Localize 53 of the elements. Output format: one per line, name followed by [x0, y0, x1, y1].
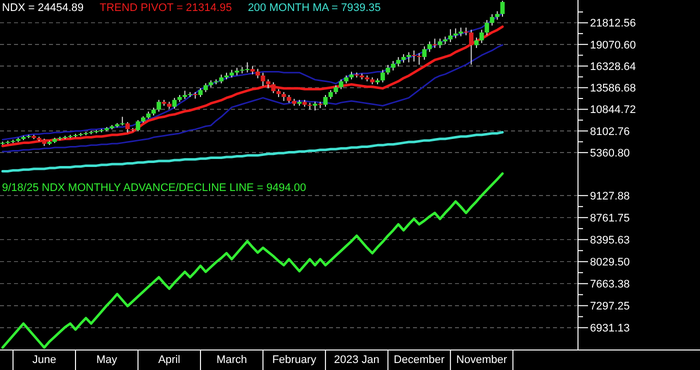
line-series	[2, 44, 504, 152]
text: TREND PIVOT = 21314.95	[100, 2, 232, 14]
candlestick	[390, 60, 396, 71]
x-tick-label: June	[32, 354, 56, 366]
candlestick	[271, 82, 276, 94]
x-tick-label: February	[272, 354, 317, 366]
candlestick	[323, 94, 328, 108]
text: 9/18/25 NDX MONTHLY ADVANCE/DECLINE LINE = 9494.00	[2, 182, 306, 194]
y-tick-label: 8102.76	[590, 126, 630, 138]
candlestick	[469, 29, 474, 66]
y-tick-label: 8029.50	[590, 256, 630, 268]
candlestick	[406, 52, 411, 63]
chart-title: NDX = 24454.89	[2, 2, 84, 14]
y-tick-label: 6931.13	[590, 322, 630, 335]
candlestick	[338, 78, 344, 90]
y-tick-label: 16328.64	[590, 60, 636, 73]
candlestick	[156, 99, 162, 112]
candlestick	[500, 0, 505, 18]
y-tick-label: 10844.72	[590, 104, 636, 116]
x-tick-label: April	[158, 354, 180, 366]
y-tick-label: 19070.60	[590, 39, 636, 52]
x-tick-label: May	[96, 354, 118, 366]
y-tick-label: 13586.68	[590, 82, 636, 95]
candlestick	[380, 69, 385, 83]
candlestick	[453, 28, 458, 39]
candlestick	[479, 29, 484, 44]
text: 200 MONTH MA = 7939.35	[248, 2, 381, 14]
candlestick	[386, 64, 390, 76]
candlestick	[432, 38, 437, 48]
x-tick-label: December	[394, 354, 445, 366]
y-tick-label: 9127.88	[590, 190, 630, 202]
y-tick-label: 21812.56	[590, 18, 636, 30]
candlestick	[484, 20, 490, 36]
x-tick-label: November	[456, 354, 508, 366]
candlestick	[172, 97, 177, 110]
line-series	[1, 130, 504, 172]
y-tick-label: 7297.25	[590, 300, 630, 313]
line-series	[1, 172, 504, 349]
candlestick	[125, 122, 130, 134]
x-tick-label: March	[216, 354, 247, 366]
candlestick	[427, 41, 432, 52]
candlestick	[256, 68, 260, 79]
candlestick	[416, 52, 422, 66]
y-tick-label: 8395.63	[590, 234, 630, 246]
candlestick	[396, 56, 401, 68]
y-tick-label: 8761.75	[590, 212, 630, 224]
y-tick-label: 5360.80	[590, 147, 630, 160]
candlestick	[490, 14, 494, 26]
x-tick-label: 2023 Jan	[334, 354, 380, 366]
candlestick	[260, 72, 266, 86]
candlestick	[422, 46, 427, 60]
y-tick-label: 7663.38	[590, 278, 630, 290]
candlestick	[448, 28, 453, 43]
